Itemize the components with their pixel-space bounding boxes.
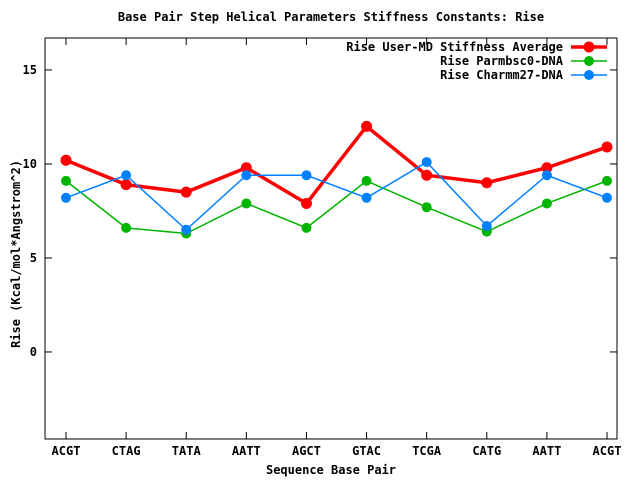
y-tick-label: 0 (30, 345, 37, 359)
plot-border (44, 37, 618, 440)
category-label: TCGA (412, 444, 442, 458)
y-tick-label: 5 (30, 251, 37, 265)
data-point-marker (61, 192, 71, 203)
legend-label: Rise Parmbsc0-DNA (440, 54, 564, 68)
data-point-marker (541, 198, 552, 209)
data-point-marker (421, 169, 433, 181)
data-point-marker (601, 141, 613, 153)
x-axis-label: Sequence Base Pair (265, 463, 397, 477)
data-point-marker (541, 170, 552, 181)
category-label: AGCT (292, 444, 321, 458)
category-label: TATA (172, 444, 202, 458)
data-point-marker (241, 170, 252, 181)
series-line (65, 123, 608, 206)
category-label: CATG (472, 444, 501, 458)
data-point-marker (121, 170, 132, 181)
data-point-marker (421, 157, 432, 168)
data-point-marker (541, 162, 553, 174)
data-point-marker (301, 170, 312, 181)
legend-marker (584, 70, 594, 80)
legend-marker (584, 56, 594, 66)
legend-label: Rise Charmm27-DNA (440, 68, 564, 82)
data-point-marker (241, 198, 252, 209)
data-point-marker (60, 154, 72, 166)
series-line (65, 180, 608, 235)
series-line (65, 161, 608, 231)
category-label: CTAG (112, 444, 141, 458)
data-point-marker (481, 177, 493, 189)
data-point-marker (181, 224, 192, 235)
data-point-marker (361, 120, 373, 132)
legend-label: Rise User-MD Stiffness Average (346, 40, 563, 54)
category-label: ACGT (52, 444, 81, 458)
data-point-marker (602, 192, 612, 203)
category-label: GTAC (352, 444, 381, 458)
data-point-marker (301, 222, 312, 233)
data-point-marker (300, 197, 312, 209)
data-point-marker (120, 179, 132, 191)
chart-title: Base Pair Step Helical Parameters Stiffn… (117, 10, 545, 24)
data-point-marker (61, 175, 71, 186)
category-label: AATT (232, 444, 261, 458)
data-point-marker (180, 186, 192, 198)
data-point-marker (421, 202, 432, 213)
data-point-marker (240, 162, 252, 174)
data-point-marker (602, 175, 612, 186)
category-label: AATT (532, 444, 561, 458)
y-tick-label: 15 (23, 63, 37, 77)
data-point-marker (481, 220, 492, 231)
data-point-marker (121, 222, 132, 233)
legend-marker (583, 41, 595, 53)
data-point-marker (361, 192, 372, 203)
data-point-marker (361, 175, 372, 186)
category-label: ACGT (593, 444, 622, 458)
y-tick-label: 10 (23, 157, 37, 171)
